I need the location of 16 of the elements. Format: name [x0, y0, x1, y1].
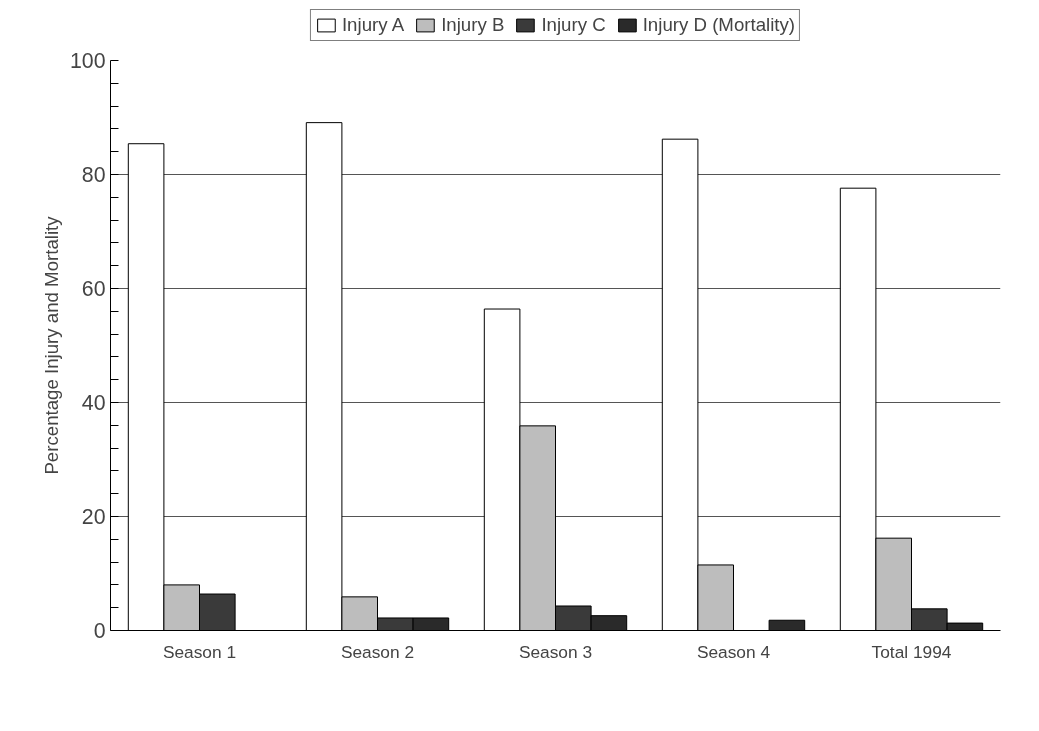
x-tick-label: Season 3 [518, 641, 593, 662]
legend-label: Injury B [441, 14, 505, 36]
y-tick-label: 80 [81, 163, 106, 187]
legend-label: Injury C [541, 14, 606, 36]
x-tick-label: Season 4 [696, 641, 771, 662]
y-tick-label: 0 [93, 619, 106, 643]
x-tick-label: Season 1 [162, 641, 237, 662]
legend-label: Injury A [341, 14, 405, 36]
y-tick-label: 100 [69, 49, 106, 73]
legend-label: Injury D (Mortality) [642, 14, 796, 36]
x-tick-label: Total 1994 [871, 641, 952, 662]
y-axis-title: Percentage Injury and Mortality [40, 215, 62, 475]
y-tick-label: 40 [81, 391, 106, 415]
y-tick-label: 20 [81, 505, 106, 529]
y-tick-label: 60 [81, 277, 106, 301]
x-tick-label: Season 2 [340, 641, 415, 662]
